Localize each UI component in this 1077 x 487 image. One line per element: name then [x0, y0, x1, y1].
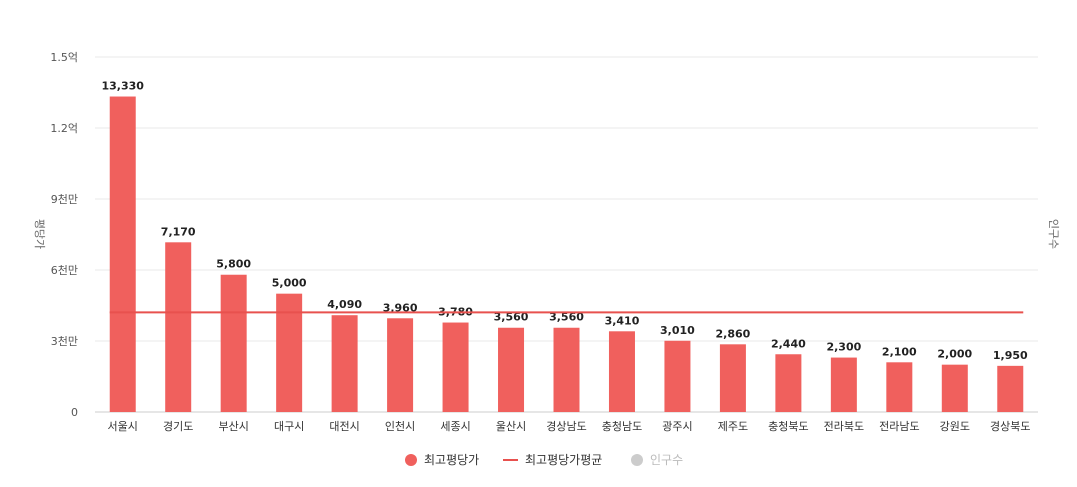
x-axis-labels: 서울시 경기도 부산시 대구시 대전시 인천시 세종시 울산시 경상남도 충청남도 광주시 제주도 충청…	[108, 419, 1031, 433]
y2-axis-title: 인구수	[1047, 219, 1060, 249]
y-tick-label: 9천만	[51, 192, 78, 206]
x-tick-label: 경상남도	[546, 420, 586, 433]
y-tick-label: 1.2억	[50, 122, 78, 135]
x-tick-label: 대구시	[274, 420, 304, 433]
bar[interactable]	[387, 318, 414, 412]
y-axis-ticks: 0 3천만 6천만 9천만 1.2억 1.5억	[50, 51, 78, 419]
legend-label-bar: 최고평당가	[424, 453, 479, 467]
x-tick-label: 경기도	[163, 420, 193, 433]
x-tick-label: 전라남도	[879, 420, 919, 433]
x-tick-label: 부산시	[218, 420, 248, 433]
x-tick-label: 제주도	[718, 420, 748, 433]
bar[interactable]	[220, 274, 247, 412]
y-tick-label: 0	[71, 406, 78, 419]
bar[interactable]	[719, 344, 746, 412]
legend-item-bar[interactable]: 최고평당가	[405, 453, 479, 467]
bar[interactable]	[664, 340, 691, 412]
bars	[109, 96, 1024, 413]
bar[interactable]	[331, 315, 358, 412]
bar[interactable]	[830, 357, 857, 412]
y-tick-label: 6천만	[51, 263, 78, 277]
x-tick-label: 대전시	[329, 420, 359, 433]
data-label: 2,000	[937, 348, 972, 361]
data-label: 1,950	[993, 349, 1028, 362]
bar[interactable]	[997, 365, 1024, 412]
data-label: 13,330	[102, 80, 145, 93]
bar[interactable]	[498, 327, 525, 412]
x-tick-label: 세종시	[440, 420, 470, 433]
y-axis-title: 평당가	[33, 219, 46, 249]
legend-item-line[interactable]: 최고평당가평균	[503, 453, 602, 467]
x-tick-label: 충청남도	[602, 420, 642, 433]
gridlines	[95, 56, 1038, 413]
data-label: 5,000	[272, 277, 307, 290]
bar[interactable]	[165, 242, 192, 412]
x-tick-label: 광주시	[662, 420, 692, 433]
bar[interactable]	[442, 322, 469, 412]
x-tick-label: 경상북도	[990, 420, 1030, 433]
y-tick-label: 3천만	[51, 334, 78, 348]
bar[interactable]	[941, 364, 968, 412]
legend-marker-population	[631, 454, 643, 466]
data-label: 3,960	[383, 301, 418, 314]
legend: 최고평당가 최고평당가평균 인구수	[405, 453, 683, 467]
data-label: 2,860	[716, 327, 751, 340]
data-label: 3,560	[549, 311, 584, 324]
y-tick-label: 1.5억	[50, 51, 78, 64]
legend-marker-bar	[405, 454, 417, 466]
legend-item-population[interactable]: 인구수	[631, 453, 683, 467]
data-label: 3,560	[494, 311, 529, 324]
data-label: 2,300	[826, 341, 861, 354]
data-label: 7,170	[161, 225, 196, 238]
x-tick-label: 충청북도	[768, 420, 808, 433]
data-label: 5,800	[216, 258, 251, 271]
x-tick-label: 전라북도	[824, 420, 864, 433]
bar[interactable]	[775, 354, 802, 412]
bar[interactable]	[608, 331, 635, 412]
bar[interactable]	[109, 96, 136, 413]
legend-label-population: 인구수	[650, 453, 683, 467]
bar[interactable]	[886, 362, 913, 412]
x-tick-label: 서울시	[108, 420, 138, 433]
legend-label-line: 최고평당가평균	[525, 453, 602, 467]
data-label: 3,010	[660, 324, 695, 337]
data-label: 2,100	[882, 345, 917, 358]
x-tick-label: 울산시	[496, 420, 526, 433]
data-label: 2,440	[771, 337, 806, 350]
bar[interactable]	[553, 327, 580, 412]
data-label: 3,410	[605, 314, 640, 327]
x-tick-label: 인천시	[385, 419, 415, 433]
x-tick-label: 강원도	[940, 420, 970, 433]
data-label: 4,090	[327, 298, 362, 311]
